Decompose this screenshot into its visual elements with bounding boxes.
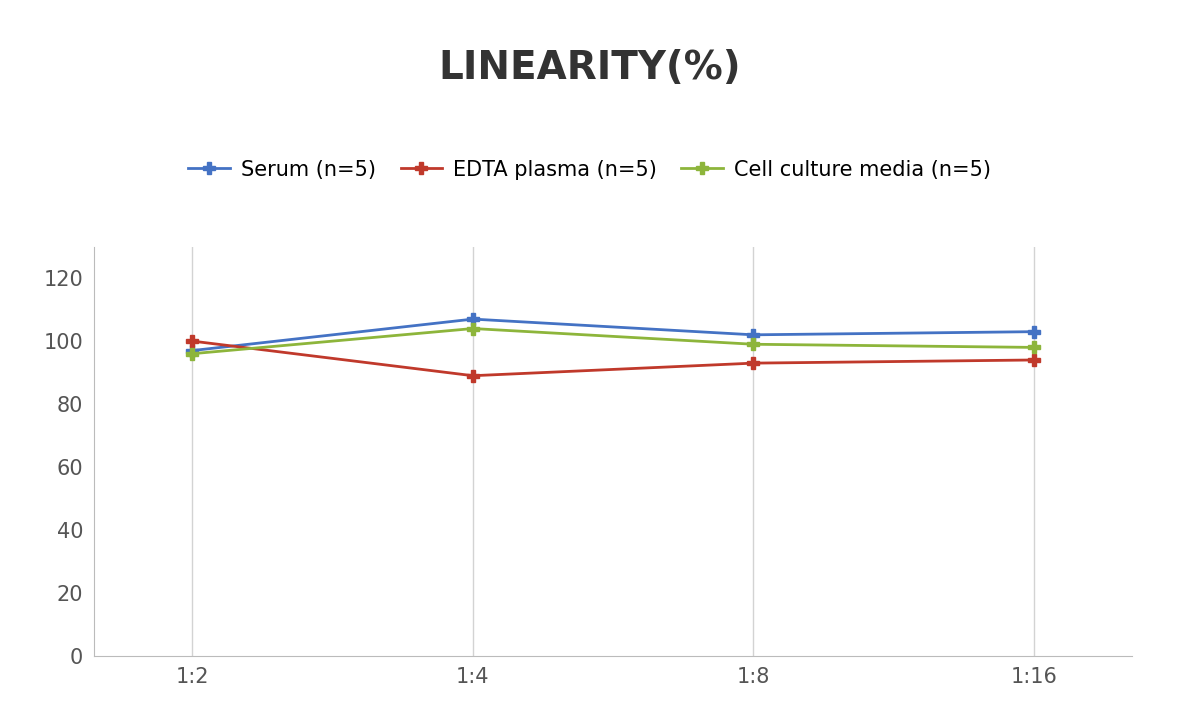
Serum (n=5) bbox=[466, 315, 480, 324]
Legend: Serum (n=5), EDTA plasma (n=5), Cell culture media (n=5): Serum (n=5), EDTA plasma (n=5), Cell cul… bbox=[180, 152, 999, 188]
Line: EDTA plasma (n=5): EDTA plasma (n=5) bbox=[186, 335, 1040, 382]
Line: Serum (n=5): Serum (n=5) bbox=[186, 313, 1040, 357]
Cell culture media (n=5) bbox=[1027, 343, 1041, 352]
Line: Cell culture media (n=5): Cell culture media (n=5) bbox=[186, 322, 1040, 360]
EDTA plasma (n=5) bbox=[466, 372, 480, 380]
Serum (n=5) bbox=[746, 331, 760, 339]
Cell culture media (n=5) bbox=[746, 340, 760, 348]
Cell culture media (n=5) bbox=[185, 350, 199, 358]
Serum (n=5) bbox=[1027, 327, 1041, 336]
EDTA plasma (n=5) bbox=[185, 337, 199, 345]
Text: LINEARITY(%): LINEARITY(%) bbox=[439, 49, 740, 87]
Serum (n=5) bbox=[185, 346, 199, 355]
EDTA plasma (n=5) bbox=[1027, 356, 1041, 364]
EDTA plasma (n=5) bbox=[746, 359, 760, 367]
Cell culture media (n=5) bbox=[466, 324, 480, 333]
